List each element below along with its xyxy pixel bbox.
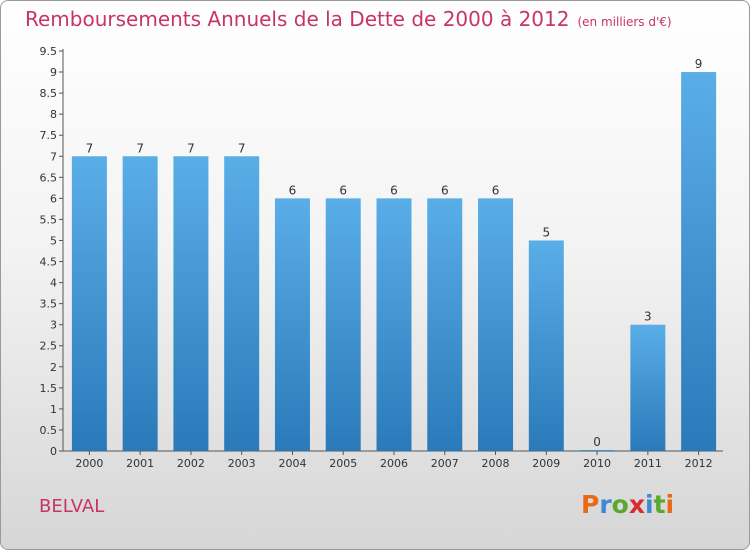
logo-letter: r: [599, 490, 612, 519]
x-tick-label: 2008: [482, 457, 510, 470]
chart-unit-label: (en milliers d'€): [577, 15, 672, 29]
x-tick-label: 2011: [634, 457, 662, 470]
bar-value-label: 6: [339, 183, 347, 197]
y-tick-label: 3: [50, 319, 57, 332]
bar: [528, 240, 564, 451]
y-tick-label: 3.5: [40, 298, 58, 311]
x-tick-label: 2001: [126, 457, 154, 470]
y-tick-label: 6.5: [40, 171, 58, 184]
bar: [478, 198, 514, 451]
bar: [630, 324, 666, 451]
logo-letter: P: [581, 490, 600, 519]
y-tick-label: 2.5: [40, 340, 58, 353]
x-tick-label: 2002: [177, 457, 205, 470]
y-tick-label: 9.5: [40, 45, 58, 58]
logo-letter: i: [645, 490, 654, 519]
bar-value-label: 5: [542, 225, 550, 239]
bar-value-label: 7: [86, 141, 94, 155]
bar: [681, 72, 717, 451]
x-tick-label: 2000: [75, 457, 103, 470]
logo-letter: t: [653, 490, 666, 519]
bars: 7 7 7 7 6 6 6 6 6 5 0 3 9: [71, 57, 717, 451]
bar: [71, 156, 107, 451]
bar-value-label: 0: [593, 435, 601, 449]
proxiti-logo[interactable]: Proxiti: [581, 490, 674, 519]
x-tick-label: 2009: [532, 457, 560, 470]
logo-letter: o: [611, 490, 629, 519]
bar-value-label: 3: [644, 310, 652, 324]
y-tick-label: 4.5: [40, 256, 58, 269]
bar: [224, 156, 260, 451]
y-tick-label: 5: [50, 234, 57, 247]
y-tick-label: 6: [50, 192, 57, 205]
x-tick-label: 2006: [380, 457, 408, 470]
bar-value-label: 7: [187, 141, 195, 155]
bar: [325, 198, 361, 451]
y-tick-label: 1: [50, 403, 57, 416]
x-tick-label: 2012: [685, 457, 713, 470]
commune-name: BELVAL: [39, 496, 105, 517]
bar: [274, 198, 310, 451]
bar-value-label: 6: [492, 183, 500, 197]
y-tick-label: 9: [50, 66, 57, 79]
logo-letter: i: [665, 490, 675, 519]
bar-value-label: 6: [289, 183, 297, 197]
bar: [173, 156, 209, 451]
bar: [579, 450, 615, 451]
y-tick-label: 0.5: [40, 424, 58, 437]
bar-value-label: 6: [441, 183, 449, 197]
y-tick-label: 8: [50, 108, 57, 121]
y-tick-label: 0: [50, 445, 57, 458]
y-tick-label: 7: [50, 150, 57, 163]
x-tick-label: 2007: [431, 457, 459, 470]
y-tick-label: 1.5: [40, 382, 58, 395]
x-tick-label: 2004: [278, 457, 306, 470]
chart-title-text: Remboursements Annuels de la Dette de 20…: [25, 7, 570, 31]
bar-value-label: 6: [390, 183, 398, 197]
y-tick-label: 4: [50, 277, 57, 290]
bar-value-label: 7: [136, 141, 144, 155]
bar: [376, 198, 412, 451]
axes: 0 0.5 1 1.5 2 2.5 3 3.5 4 4.5 5 5.5 6 6.5 7 7.5 8 8.5 9 9.5…: [40, 45, 723, 470]
x-tick-label: 2003: [228, 457, 256, 470]
y-tick-label: 2: [50, 361, 57, 374]
logo-letter: x: [628, 490, 645, 519]
x-tick-label: 2005: [329, 457, 357, 470]
bar: [122, 156, 158, 451]
y-tick-label: 7.5: [40, 129, 58, 142]
chart-title: Remboursements Annuels de la Dette de 20…: [25, 7, 672, 31]
x-tick-label: 2010: [583, 457, 611, 470]
bar-value-label: 7: [238, 141, 246, 155]
bar: [427, 198, 463, 451]
y-tick-label: 5.5: [40, 213, 58, 226]
bar-value-label: 9: [695, 57, 703, 71]
y-tick-label: 8.5: [40, 87, 58, 100]
